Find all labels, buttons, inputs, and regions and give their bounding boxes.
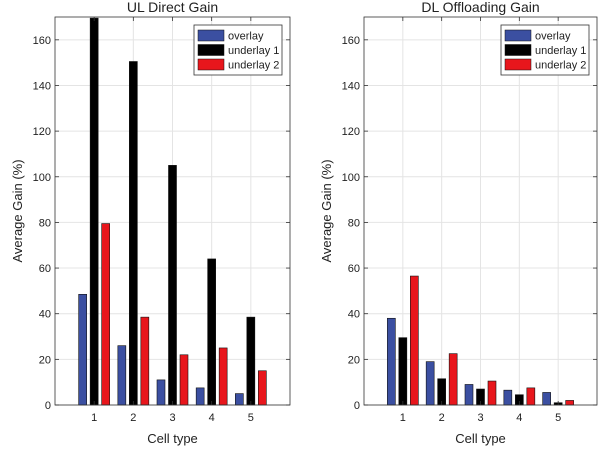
- bar-underlay-2-5: [565, 400, 574, 406]
- bar-overlay-5: [235, 393, 244, 406]
- x-tick-label: 2: [130, 412, 136, 424]
- y-tick-label: 160: [342, 35, 360, 47]
- legend: overlay underlay 1 underlay 2: [500, 24, 590, 76]
- bar-underlay-1-4: [207, 258, 216, 406]
- bar-overlay-4: [195, 387, 205, 406]
- legend-swatch: [197, 29, 225, 42]
- bar-overlay-1: [78, 294, 87, 406]
- y-tick-label: 60: [348, 263, 360, 275]
- x-axis-label: Cell type: [455, 431, 506, 446]
- bar-overlay-3: [156, 379, 166, 406]
- bar-overlay-2: [425, 361, 435, 406]
- y-tick-label: 20: [348, 354, 360, 366]
- y-tick-label: 20: [39, 354, 51, 366]
- bar-underlay-2-5: [258, 370, 267, 406]
- y-tick-label: 140: [342, 80, 360, 92]
- x-tick-label: 4: [209, 412, 215, 424]
- x-axis-label: Cell type: [147, 431, 198, 446]
- bar-underlay-1-1: [398, 337, 408, 406]
- legend-label: underlay 2: [535, 60, 586, 72]
- bar-underlay-2-2: [448, 353, 458, 406]
- y-tick-label: 40: [39, 309, 51, 321]
- x-tick-label: 5: [555, 412, 561, 424]
- legend-swatch: [504, 44, 532, 56]
- y-tick-label: 160: [33, 35, 51, 47]
- bar-overlay-2: [117, 345, 127, 406]
- legend-label: underlay 2: [228, 60, 279, 72]
- bar-underlay-2-1: [410, 275, 419, 406]
- bar-overlay-5: [542, 392, 551, 406]
- y-tick-label: 0: [354, 400, 360, 412]
- chart-title: UL Direct Gain: [127, 0, 218, 15]
- y-axis-label: Average Gain (%): [10, 159, 25, 262]
- legend-swatch: [197, 44, 225, 56]
- bar-underlay-2-1: [101, 223, 110, 406]
- bar-underlay-2-2: [140, 316, 150, 406]
- y-tick-label: 80: [39, 217, 51, 229]
- bar-underlay-2-3: [179, 354, 189, 406]
- y-tick-label: 100: [33, 172, 51, 184]
- bar-underlay-2-3: [487, 380, 497, 406]
- y-tick-label: 140: [33, 80, 51, 92]
- x-tick-label: 2: [439, 412, 445, 424]
- legend: overlay underlay 1 underlay 2: [193, 24, 283, 76]
- bar-underlay-2-4: [526, 387, 536, 406]
- chart-panel-1: 0 20 40 60 80 100 120 140 160 1 2 3 4 5 UL Direct Gain…: [10, 0, 291, 446]
- bar-underlay-1-5: [246, 316, 256, 406]
- legend-swatch: [504, 29, 532, 42]
- y-tick-label: 120: [33, 126, 51, 138]
- y-tick-label: 100: [342, 172, 360, 184]
- x-tick-label: 1: [400, 412, 406, 424]
- legend-swatch: [504, 58, 532, 71]
- y-axis-label: Average Gain (%): [319, 159, 334, 262]
- legend-label: underlay 1: [228, 45, 279, 57]
- legend-label: overlay: [228, 31, 264, 43]
- bar-underlay-1-3: [168, 165, 177, 406]
- chart-title: DL Offloading Gain: [421, 0, 539, 15]
- y-tick-label: 120: [342, 126, 360, 138]
- legend-swatch: [197, 58, 225, 71]
- y-tick-label: 60: [39, 263, 51, 275]
- bar-underlay-1-2: [129, 61, 138, 406]
- y-tick-label: 40: [348, 309, 360, 321]
- x-tick-label: 5: [248, 412, 254, 424]
- y-tick-label: 0: [45, 400, 51, 412]
- bar-overlay-3: [464, 384, 474, 406]
- legend-label: overlay: [535, 31, 571, 43]
- bar-underlay-2-4: [218, 347, 228, 406]
- bar-overlay-4: [503, 389, 513, 406]
- chart-panel-2: 0 20 40 60 80 100 120 140 160 1 2 3 4 5 DL Offloading …: [319, 0, 598, 446]
- x-tick-label: 3: [169, 412, 175, 424]
- bar-overlay-1: [387, 317, 396, 406]
- legend-label: underlay 1: [535, 45, 586, 57]
- x-tick-label: 1: [91, 412, 97, 424]
- bar-underlay-1-1: [89, 17, 99, 406]
- x-tick-label: 4: [516, 412, 522, 424]
- y-tick-label: 80: [348, 217, 360, 229]
- x-tick-label: 3: [477, 412, 483, 424]
